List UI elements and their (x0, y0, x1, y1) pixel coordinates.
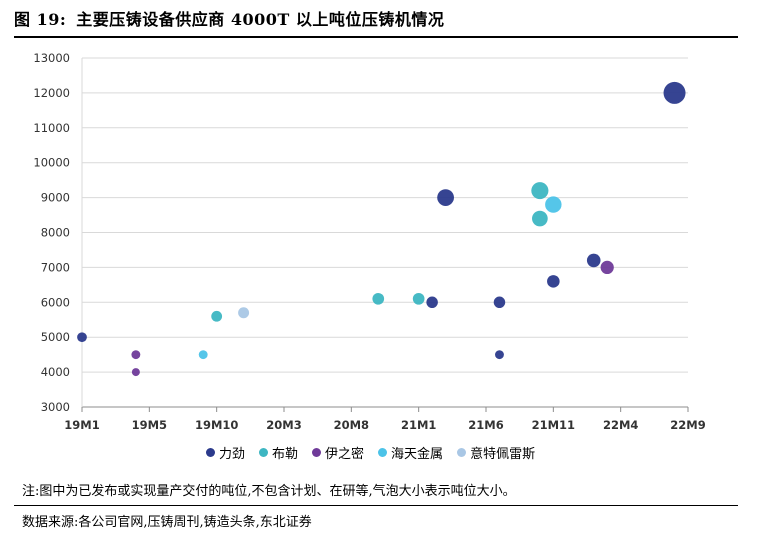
chart-note: 注:图中为已发布或实现量产交付的吨位,不包含计划、在研等,气泡大小表示吨位大小。 (22, 484, 516, 499)
legend-swatch (206, 448, 215, 457)
bubble-point (426, 296, 438, 309)
bubble-point (600, 260, 614, 275)
legend-label: 布勒 (272, 447, 299, 462)
legend-swatch (312, 448, 322, 457)
bubble-point (131, 368, 140, 377)
bubble-chart: 3000 4000 5000 6000 7000 8000 9000 10000 11000 12… (33, 51, 705, 432)
y-tick-label: 5000 (41, 330, 70, 344)
bubble-point (493, 296, 506, 309)
title-rule (14, 36, 738, 38)
legend-swatch (378, 448, 388, 457)
bubble-point (131, 350, 141, 360)
figure-title: 图 19: 主要压铸设备供应商 4000T 以上吨位压铸机情况 (14, 6, 444, 30)
y-tick-label: 4000 (41, 365, 70, 379)
bubble-point (372, 292, 385, 305)
bubble-point (545, 196, 562, 213)
x-tick-label: 20M8 (334, 418, 369, 432)
legend-item: 力劲 (206, 443, 245, 462)
x-tick-label: 21M6 (468, 418, 503, 432)
bubble-point (211, 310, 223, 322)
x-tick-label: 21M1 (401, 418, 436, 432)
legend-item: 意特佩雷斯 (457, 443, 535, 462)
y-tick-label: 8000 (41, 226, 70, 240)
x-tick-label: 19M10 (195, 418, 238, 432)
x-tick-label: 22M9 (670, 418, 705, 432)
data-source: 数据来源:各公司官网,压铸周刊,铸造头条,东北证券 (22, 515, 312, 530)
legend-item: 海天金属 (378, 443, 443, 462)
bubble-point (412, 292, 425, 305)
legend-item: 布勒 (259, 443, 298, 462)
bubble-point (77, 332, 87, 343)
y-tick-label: 13000 (33, 51, 70, 65)
bubble-point (198, 350, 208, 360)
figure-label: 图 19: (14, 10, 67, 29)
y-tick-label: 11000 (33, 121, 70, 135)
legend-swatch (259, 448, 269, 457)
x-tick-label: 19M1 (64, 418, 99, 432)
x-tick-label: 21M11 (532, 418, 575, 432)
y-tick-label: 12000 (33, 86, 70, 100)
legend-label: 伊之密 (325, 447, 365, 462)
bubble-point (238, 307, 250, 319)
y-tick-label: 10000 (33, 156, 70, 170)
y-tick-label: 3000 (41, 400, 70, 414)
x-tick-label: 19M5 (132, 418, 167, 432)
x-tick-label: 20M3 (266, 418, 301, 432)
y-tick-label: 9000 (41, 191, 70, 205)
bubble-point (586, 253, 601, 268)
legend-label: 意特佩雷斯 (470, 447, 536, 462)
chart-legend: 力劲 布勒 伊之密 海天金属 意特佩雷斯 (206, 443, 535, 462)
bubble-point (663, 81, 686, 104)
y-tick-label: 6000 (41, 295, 70, 309)
bubble-point (532, 210, 548, 227)
x-tick-label: 22M4 (603, 418, 638, 432)
legend-item: 伊之密 (312, 443, 364, 462)
y-tick-label: 7000 (41, 260, 70, 274)
note-rule (14, 505, 738, 506)
bubble-point (531, 182, 549, 200)
bubble-point (547, 275, 560, 288)
legend-label: 力劲 (219, 447, 246, 462)
legend-swatch (457, 448, 467, 457)
bubble-point (437, 189, 454, 206)
figure-title-text: 主要压铸设备供应商 4000T 以上吨位压铸机情况 (76, 10, 445, 29)
bubble-point (495, 350, 504, 360)
legend-label: 海天金属 (391, 447, 444, 462)
